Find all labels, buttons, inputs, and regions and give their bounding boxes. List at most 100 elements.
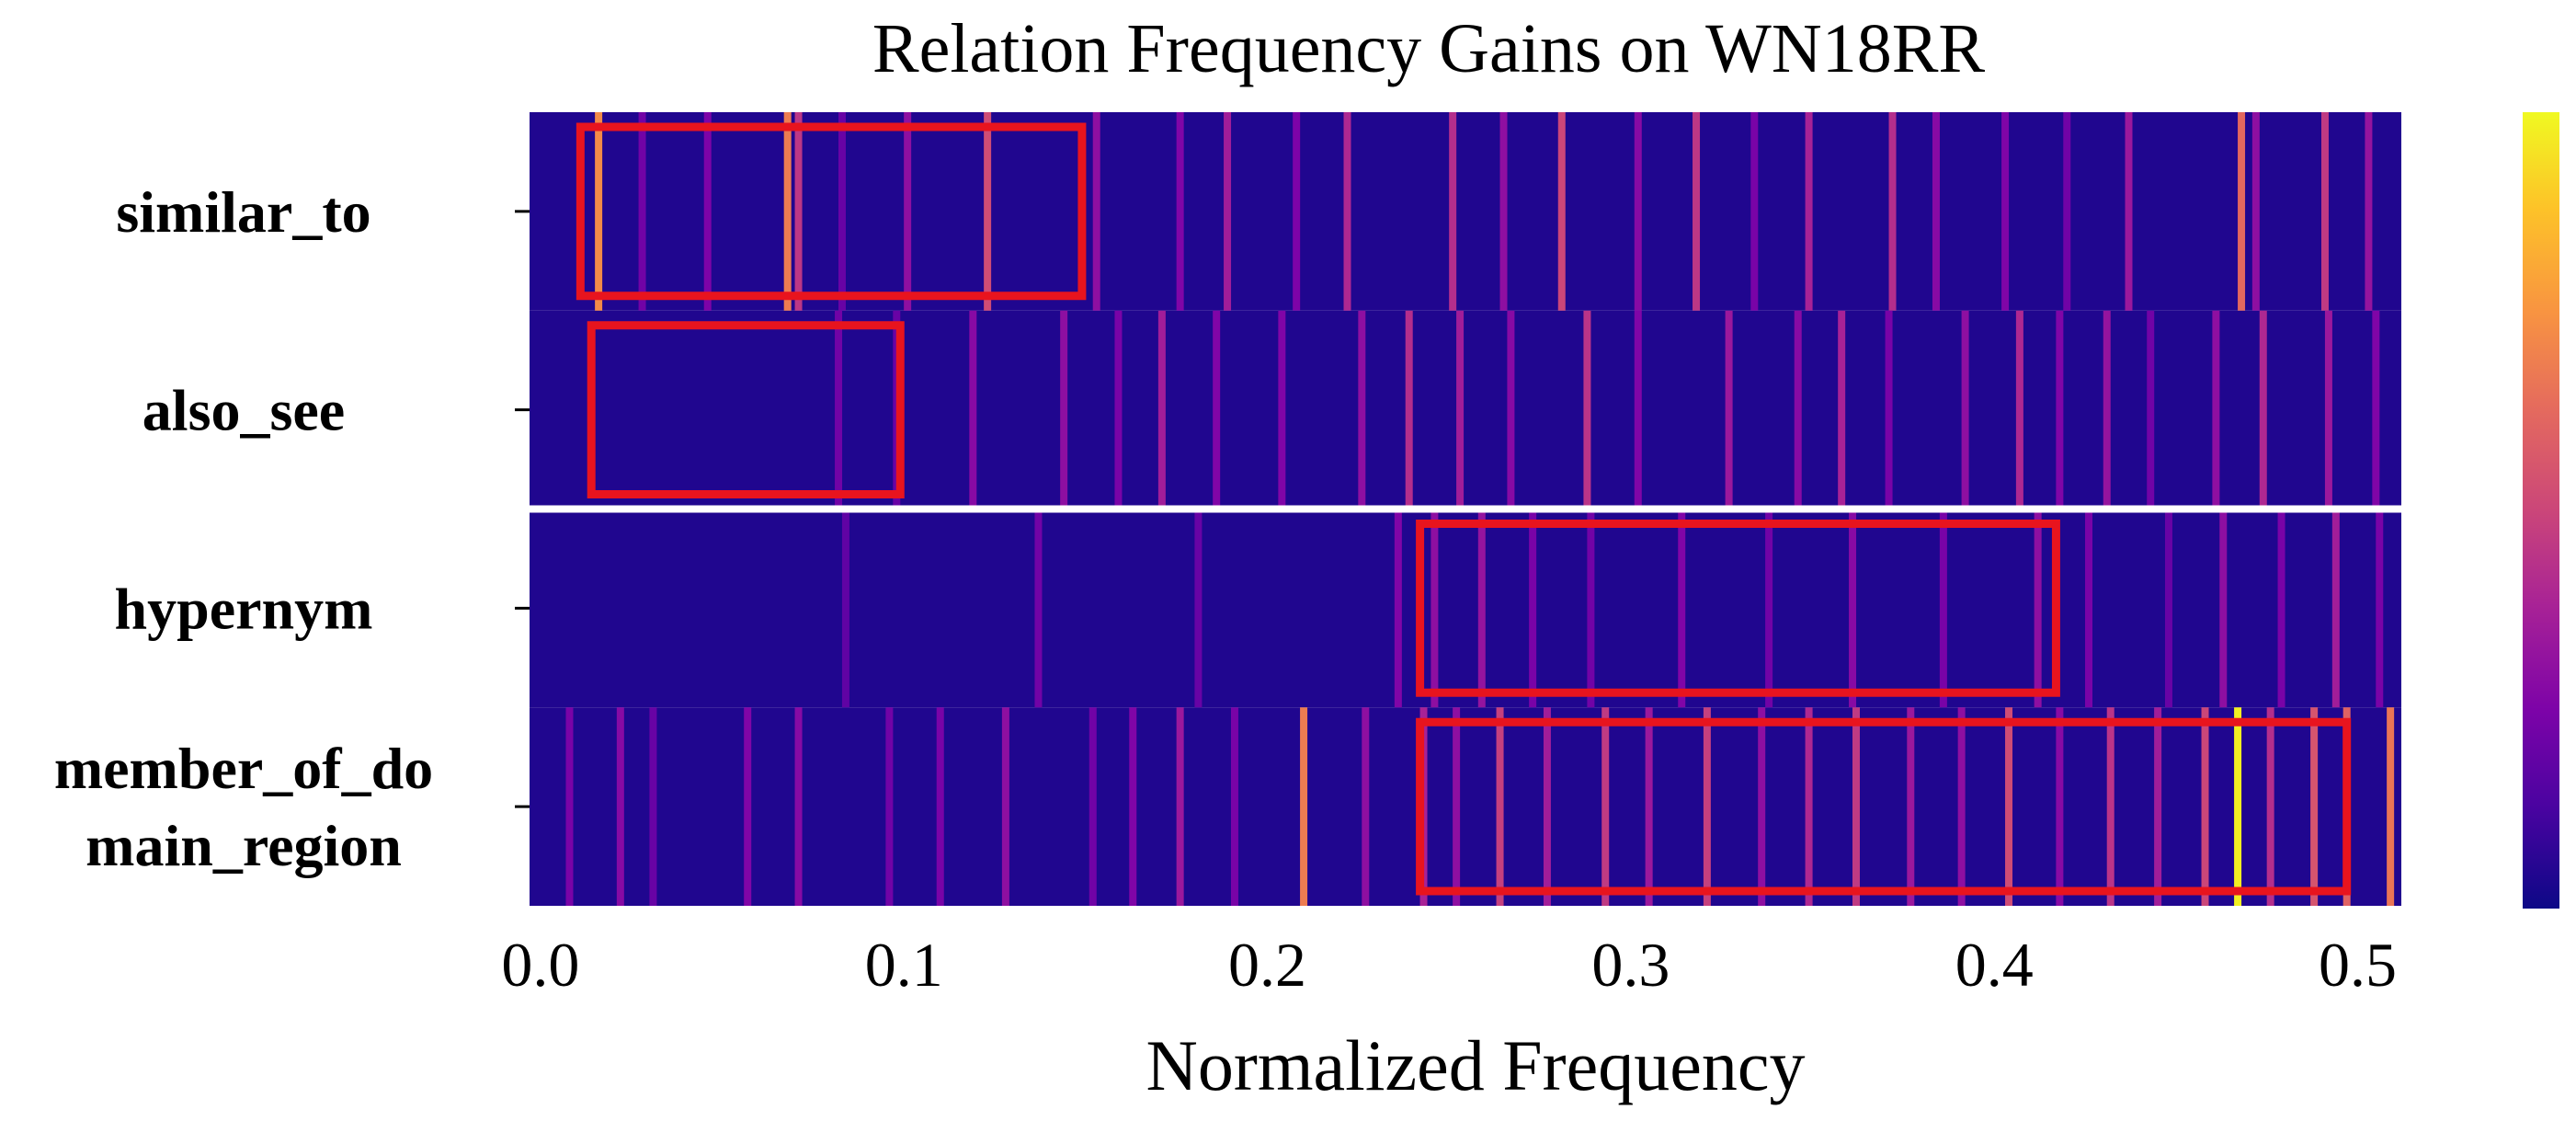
heatmap-cell [1543,707,1551,906]
x-tick-label: 0.2 [1228,930,1306,1000]
heatmap-cell [1449,112,1457,311]
heatmap-cell [1176,112,1184,311]
heatmap-cell [2376,509,2384,708]
heatmap-cell [1634,112,1642,311]
heatmap-cell [2056,310,2064,509]
heatmap-row-also_see [530,310,2401,509]
heatmap-cell [969,310,977,509]
heatmap-cell [783,112,792,311]
heatmap-cell [1885,310,1893,509]
heatmap-row-member_of_domain_region [530,707,2401,906]
heatmap-cell [1961,310,1969,509]
heatmap-cell [1725,310,1733,509]
heatmap-cell [1583,310,1591,509]
heatmap-cell [1557,112,1566,311]
heatmap-cell [1194,509,1203,708]
heatmap-cell [794,112,803,311]
heatmap-cell [1430,509,1439,708]
row-labels: similar_to also_see hypernym member_of_doma… [54,179,530,878]
heatmap-cell [1453,707,1461,906]
heatmap-cell [841,509,849,708]
heatmap-cell [565,707,574,906]
heatmap-row-hypernym [530,509,2401,708]
heatmap-cell [1678,509,1686,708]
heatmap-cell [2310,707,2319,906]
heatmap-cell [1805,707,1813,906]
heatmap-cell [2005,707,2013,906]
heatmap-cell [1358,310,1366,509]
row-label: main_region [85,813,402,878]
heatmap-cell [1176,707,1184,906]
x-tick-label: 0.3 [1591,930,1670,1000]
heatmap-cell [2259,310,2267,509]
heatmap-cell [2106,707,2114,906]
x-axis-label: Normalized Frequency [1146,1025,1806,1105]
chart-title: Relation Frequency Gains on WN18RR [872,10,1986,87]
heatmap-cell [1456,310,1465,509]
heatmap-cell [1939,509,1947,708]
heatmap-cell [2251,112,2260,311]
highlight-box-hypernym [1416,520,2060,697]
heatmap-cell [2277,509,2285,708]
heatmap-cell [838,112,846,311]
heatmap-cell [638,112,646,311]
heatmap-cell [2103,310,2111,509]
heatmap-cell [2372,310,2380,509]
heatmap-cell [1089,707,1097,906]
heatmap-cell [1529,509,1537,708]
heatmap-cell [1213,310,1221,509]
row-label: hypernym [115,576,373,641]
heatmap-cell [1362,707,1370,906]
heatmap-cell [1129,707,1137,906]
heatmap-cell [1838,310,1846,509]
highlight-box-also_see [587,321,905,498]
heatmap-cell [2056,707,2064,906]
heatmap-cell [1001,707,1009,906]
heatmap-cell [1278,310,1286,509]
heatmap-cell [2201,707,2209,906]
heatmap-cell [794,707,803,906]
heatmap-cell [936,707,944,906]
heatmap-cell [1794,310,1802,509]
heatmap-cell [703,112,712,311]
heatmap-cell [1849,509,1857,708]
heatmap-cell [835,310,843,509]
heatmap-cell [616,707,624,906]
heatmap-cell [1300,707,1308,906]
heatmap-cell [2324,310,2332,509]
x-tick-label: 0.4 [1955,930,2034,1000]
heatmap-cell [2125,112,2133,311]
heatmap-cell [1805,112,1813,311]
heatmap-cell [1907,707,1915,906]
heatmap-cell [2365,112,2373,311]
heatmap-cell [2234,707,2242,906]
heatmap-cell [2085,509,2093,708]
heatmap-cell [1507,310,1515,509]
heatmap-cell [2238,112,2246,311]
heatmap-cell [2147,310,2155,509]
heatmap-cell [2063,112,2071,311]
heatmap-cell [1477,509,1486,708]
heatmap-cell [1405,310,1413,509]
heatmap-cell [1703,707,1711,906]
heatmap-cell [1852,707,1860,906]
row-label: similar_to [116,179,370,245]
highlight-box-member_of_domain_region [1416,717,2352,896]
row-label: also_see [142,378,345,443]
heatmap-cell [1601,707,1610,906]
heatmap-cell [1587,509,1595,708]
heatmap-cell [984,112,992,311]
x-tick-label: 0.1 [865,930,943,1000]
heatmap-cell [1496,707,1504,906]
heatmap-cell [1293,112,1301,311]
heatmap-cell [1634,310,1642,509]
heatmap-cell [2015,310,2023,509]
x-tick-label: 0.0 [501,930,579,1000]
highlight-boxes [576,122,2352,896]
heatmap-cell [2034,509,2042,708]
heatmap-cell [2212,310,2220,509]
x-tick-label: 0.5 [2319,930,2397,1000]
heatmap-cell [1230,707,1238,906]
heatmap-cell [2266,707,2274,906]
